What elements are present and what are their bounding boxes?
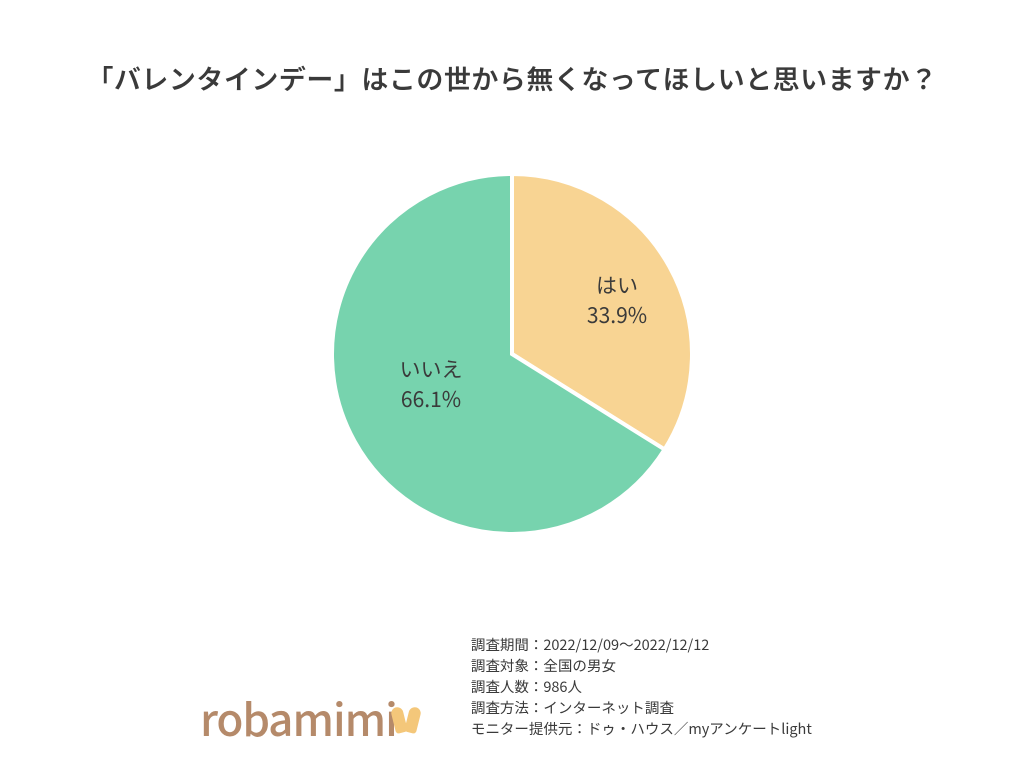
logo: robamimi bbox=[200, 695, 423, 739]
logo-ears-icon bbox=[393, 697, 423, 733]
slice-name-yes: はい bbox=[562, 270, 672, 300]
logo-text: robamimi bbox=[200, 695, 397, 739]
meta-line: 調査方法：インターネット調査 bbox=[471, 697, 812, 718]
slice-label-no: いいえ 66.1% bbox=[376, 354, 486, 415]
meta-line: 調査期間：2022/12/09〜2022/12/12 bbox=[471, 634, 812, 655]
meta-line: 調査人数：986人 bbox=[471, 676, 812, 697]
slice-label-yes: はい 33.9% bbox=[562, 270, 672, 331]
slice-pct-no: 66.1% bbox=[376, 384, 486, 414]
meta-line: モニター提供元：ドゥ・ハウス／myアンケートlight bbox=[471, 718, 812, 739]
meta-line: 調査対象：全国の男女 bbox=[471, 655, 812, 676]
footer: robamimi 調査期間：2022/12/09〜2022/12/12 調査対象… bbox=[200, 634, 960, 739]
chart-title: 「バレンタインデー」はこの世から無くなってほしいと思いますか？ bbox=[0, 58, 1024, 97]
survey-meta: 調査期間：2022/12/09〜2022/12/12 調査対象：全国の男女 調査… bbox=[471, 634, 812, 739]
slice-name-no: いいえ bbox=[376, 354, 486, 384]
pie-chart: はい 33.9% いいえ 66.1% bbox=[332, 174, 692, 534]
slice-pct-yes: 33.9% bbox=[562, 300, 672, 330]
